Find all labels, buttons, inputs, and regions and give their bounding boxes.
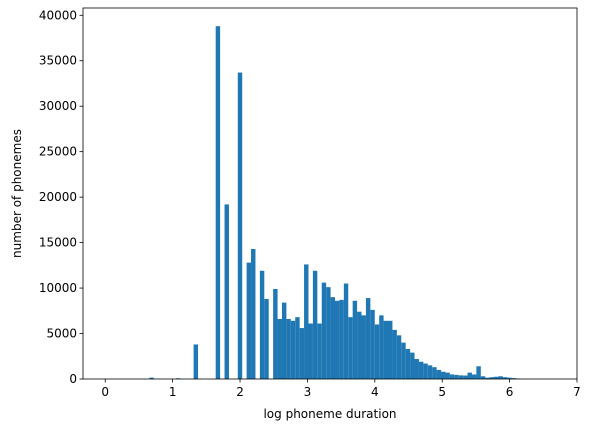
histogram-bar — [441, 371, 446, 379]
x-tick-label: 6 — [506, 385, 514, 399]
histogram-bar — [489, 377, 495, 379]
x-tick-label: 5 — [438, 385, 446, 399]
histogram-bar — [507, 377, 512, 379]
histogram-bar — [401, 342, 406, 379]
histogram-bar — [299, 328, 305, 379]
y-tick-label: 20000 — [39, 190, 77, 204]
histogram-bar — [498, 376, 503, 379]
histogram-bar — [476, 366, 481, 379]
histogram-bar — [290, 320, 296, 379]
histogram-bar — [494, 376, 499, 379]
histogram-bar — [458, 375, 464, 379]
histogram-bar — [317, 323, 322, 379]
histogram-bar — [321, 282, 327, 379]
histogram-bar — [193, 344, 199, 379]
histogram-bar — [502, 377, 508, 379]
histogram-bar — [480, 376, 486, 379]
histogram-bar — [449, 374, 455, 379]
histogram-bar — [511, 378, 517, 379]
histogram-bar — [334, 300, 340, 379]
histogram-bar — [388, 320, 393, 379]
x-axis-ticks: 0 1 2 3 4 5 6 7 — [101, 379, 581, 399]
histogram-bar — [277, 318, 282, 379]
y-tick-label: 5000 — [46, 327, 77, 341]
histogram-bar — [215, 26, 221, 379]
histogram-bar — [246, 262, 252, 379]
x-tick-label: 0 — [101, 385, 109, 399]
histogram-bar — [370, 309, 375, 379]
y-tick-label: 30000 — [39, 99, 77, 113]
x-tick-label: 1 — [169, 385, 177, 399]
histogram-bar — [414, 358, 419, 379]
histogram-bar — [330, 297, 335, 379]
histogram-bar — [343, 283, 349, 379]
histogram-bar — [361, 315, 366, 379]
histogram-bar — [304, 264, 309, 379]
histogram-bar — [423, 363, 428, 379]
histogram-bar — [237, 72, 243, 379]
x-axis-label: log phoneme duration — [263, 407, 396, 421]
y-tick-label: 0 — [69, 372, 77, 386]
y-tick-label: 35000 — [39, 54, 77, 68]
histogram-bar — [348, 317, 353, 379]
x-tick-label: 7 — [573, 385, 581, 399]
histogram-bar — [374, 324, 380, 379]
histogram-bar — [405, 348, 411, 379]
histogram-bar — [436, 369, 442, 379]
histogram-bar — [264, 298, 269, 379]
histogram-bar — [286, 318, 291, 379]
histogram-bar — [454, 374, 459, 379]
histogram-bar — [383, 320, 389, 379]
histogram-bar — [365, 298, 371, 379]
plot-frame — [82, 7, 578, 380]
histogram-bar — [396, 335, 402, 379]
y-tick-label: 25000 — [39, 145, 77, 159]
x-tick-label: 3 — [304, 385, 312, 399]
histogram-bar — [281, 302, 287, 379]
histogram-bar — [357, 311, 362, 379]
histogram-bar — [485, 377, 490, 379]
x-tick-label: 2 — [236, 385, 244, 399]
histogram-bar — [432, 367, 437, 379]
histogram-bar — [259, 270, 265, 379]
histogram-bar — [312, 270, 318, 379]
histogram-bar — [445, 372, 450, 379]
histogram-bar — [418, 361, 424, 379]
histogram-bar — [339, 299, 344, 379]
y-axis-ticks: 0 5000 10000 15000 20000 25000 30000 35000 40000 — [39, 8, 83, 386]
histogram-bar — [308, 323, 313, 379]
histogram-bar — [392, 329, 397, 379]
histogram-bar — [251, 248, 256, 379]
histogram-bar — [352, 300, 358, 379]
histogram-bars — [149, 26, 521, 379]
x-tick-label: 4 — [371, 385, 379, 399]
histogram-bar — [427, 365, 433, 379]
histogram-bar — [273, 288, 278, 379]
y-tick-label: 15000 — [39, 236, 77, 250]
histogram-bar — [379, 315, 384, 379]
histogram-bar — [326, 287, 331, 379]
y-axis-label: number of phonemes — [10, 129, 24, 258]
histogram-bar — [224, 204, 229, 379]
histogram-bar — [295, 317, 300, 379]
histogram-bar — [471, 374, 477, 379]
histogram-bar — [410, 352, 415, 379]
histogram-bar — [463, 375, 468, 379]
y-tick-label: 40000 — [39, 8, 77, 22]
histogram-bar — [467, 372, 472, 379]
y-tick-label: 10000 — [39, 281, 77, 295]
histogram-bar — [149, 377, 154, 379]
